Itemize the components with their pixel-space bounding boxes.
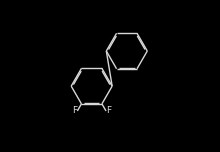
Text: F: F <box>107 106 112 116</box>
Text: F: F <box>72 106 77 116</box>
